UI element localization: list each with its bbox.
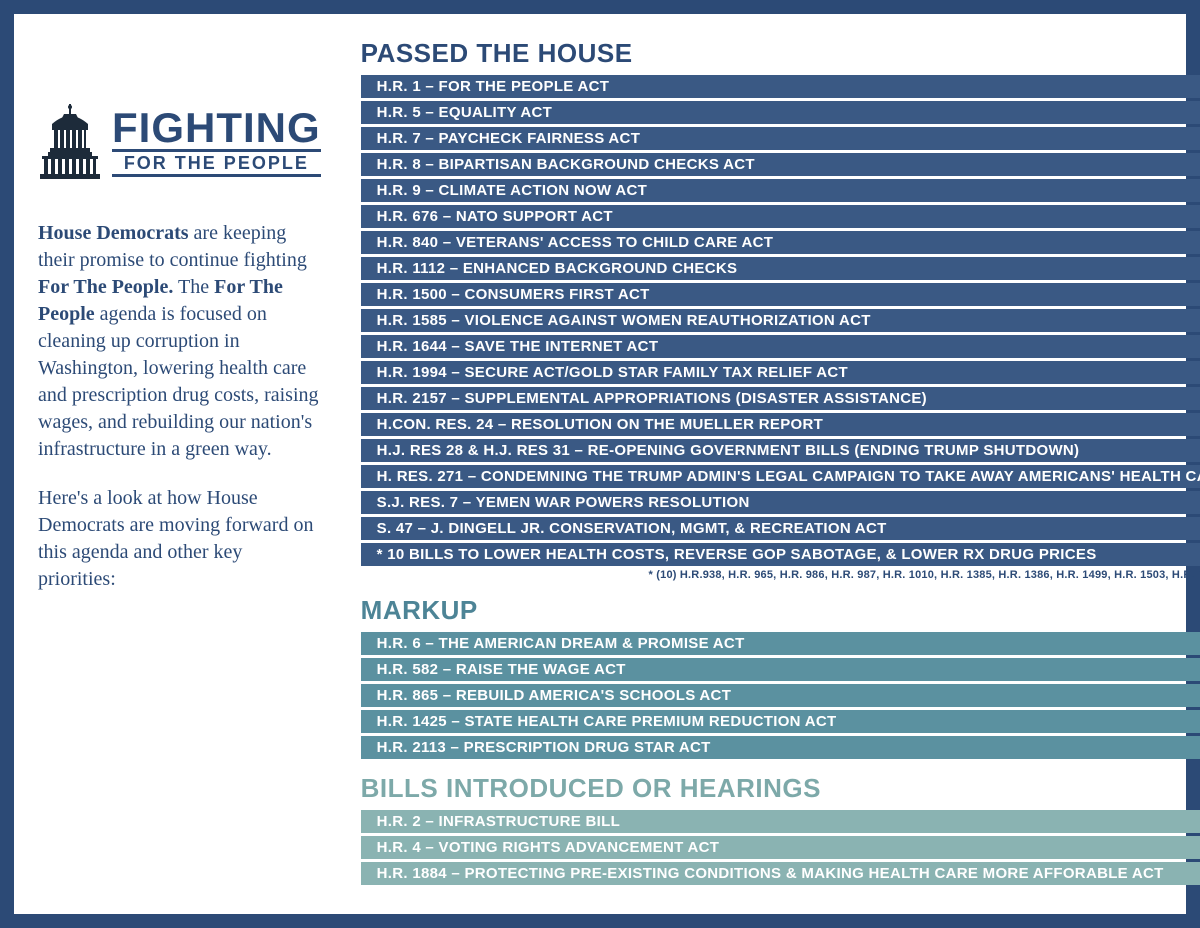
bill-bar: H.R. 865 – Rebuild America's Schools Act: [361, 684, 1200, 707]
bar-list: H.R. 1 – For the People Act H.R. 5 – Equa…: [361, 75, 1200, 566]
content-row: FIGHTING FOR THE PEOPLE House Democrats …: [38, 34, 1162, 894]
left-column: FIGHTING FOR THE PEOPLE House Democrats …: [38, 34, 321, 894]
bill-bar: H.R. 582 – Raise the Wage Act: [361, 658, 1200, 681]
section-footnote: * (10) H.R.938, H.R. 965, H.R. 986, H.R.…: [361, 566, 1200, 581]
bill-bar: H.R. 1585 – Violence Against Women Reaut…: [361, 309, 1200, 332]
bill-bar: H.R. 2113 – Prescription Drug STAR Act: [361, 736, 1200, 759]
bill-bar: H.R. 2 – Infrastructure Bill: [361, 810, 1200, 833]
bill-bar: H.R. 676 – NATO Support Act: [361, 205, 1200, 228]
intro-bold-2: For The People.: [38, 276, 173, 298]
bill-bar: H.R. 1994 – SECURE Act/Gold Star Family …: [361, 361, 1200, 384]
section-heading: Bills Introduced or Hearings: [361, 773, 1200, 804]
bill-bar: H.R. 5 – Equality Act: [361, 101, 1200, 124]
section-heading: Passed the House: [361, 38, 1200, 69]
bill-bar: H.R. 4 – Voting Rights Advancement Act: [361, 836, 1200, 859]
bill-bar: H.R. 1644 – Save the Internet Act: [361, 335, 1200, 358]
bar-list: H.R. 6 – The American Dream & Promise Ac…: [361, 632, 1200, 759]
right-column: Passed the House H.R. 1 – For the People …: [361, 34, 1200, 894]
bill-bar: H.R. 7 – Paycheck Fairness Act: [361, 127, 1200, 150]
intro-bold-1: House Democrats: [38, 222, 189, 244]
page-frame: FIGHTING FOR THE PEOPLE House Democrats …: [0, 0, 1200, 928]
section-heading: Markup: [361, 595, 1200, 626]
intro-span-b: The: [173, 276, 214, 298]
bill-bar: S.J. Res. 7 – Yemen War Powers Resolutio…: [361, 491, 1200, 514]
intro-para-2: Here's a look at how House Democrats are…: [38, 485, 321, 593]
bill-bar: H.R. 6 – The American Dream & Promise Ac…: [361, 632, 1200, 655]
bill-bar: H.R. 1884 – Protecting Pre-Existing Cond…: [361, 862, 1200, 885]
bill-bar: H.R. 1112 – Enhanced Background Checks: [361, 257, 1200, 280]
capitol-icon: [38, 104, 102, 180]
bar-list: H.R. 2 – Infrastructure Bill H.R. 4 – Vot…: [361, 810, 1200, 885]
bill-bar: H.R. 9 – Climate Action Now Act: [361, 179, 1200, 202]
logo-text: FIGHTING FOR THE PEOPLE: [112, 107, 321, 177]
bill-bar: * 10 Bills to Lower Health Costs, Revers…: [361, 543, 1200, 566]
bill-bar: H.R. 1 – For the People Act: [361, 75, 1200, 98]
logo-line1: FIGHTING: [112, 107, 321, 149]
logo-line2: FOR THE PEOPLE: [112, 149, 321, 177]
bill-bar: H.R. 840 – Veterans' Access to Child Car…: [361, 231, 1200, 254]
bill-bar: H.R. 1425 – State Health Care Premium Re…: [361, 710, 1200, 733]
intro-text: House Democrats are keeping their promis…: [38, 220, 321, 593]
bill-bar: S. 47 – J. Dingell Jr. Conservation, Mgm…: [361, 517, 1200, 540]
logo-block: FIGHTING FOR THE PEOPLE: [38, 104, 321, 180]
bill-bar: H.Con. Res. 24 – Resolution on the Muell…: [361, 413, 1200, 436]
bill-bar: H.R. 8 – Bipartisan Background Checks Ac…: [361, 153, 1200, 176]
bill-bar: H.R. 2157 – Supplemental Appropriations …: [361, 387, 1200, 410]
intro-para-1: House Democrats are keeping their promis…: [38, 220, 321, 463]
intro-span-c: agenda is focused on cleaning up corrupt…: [38, 303, 319, 460]
bill-bar: H.R. 1500 – Consumers First Act: [361, 283, 1200, 306]
bill-bar: H.J. Res 28 & H.J. Res 31 – Re-Opening G…: [361, 439, 1200, 462]
bill-bar: H. Res. 271 – Condemning the Trump Admin…: [361, 465, 1200, 488]
